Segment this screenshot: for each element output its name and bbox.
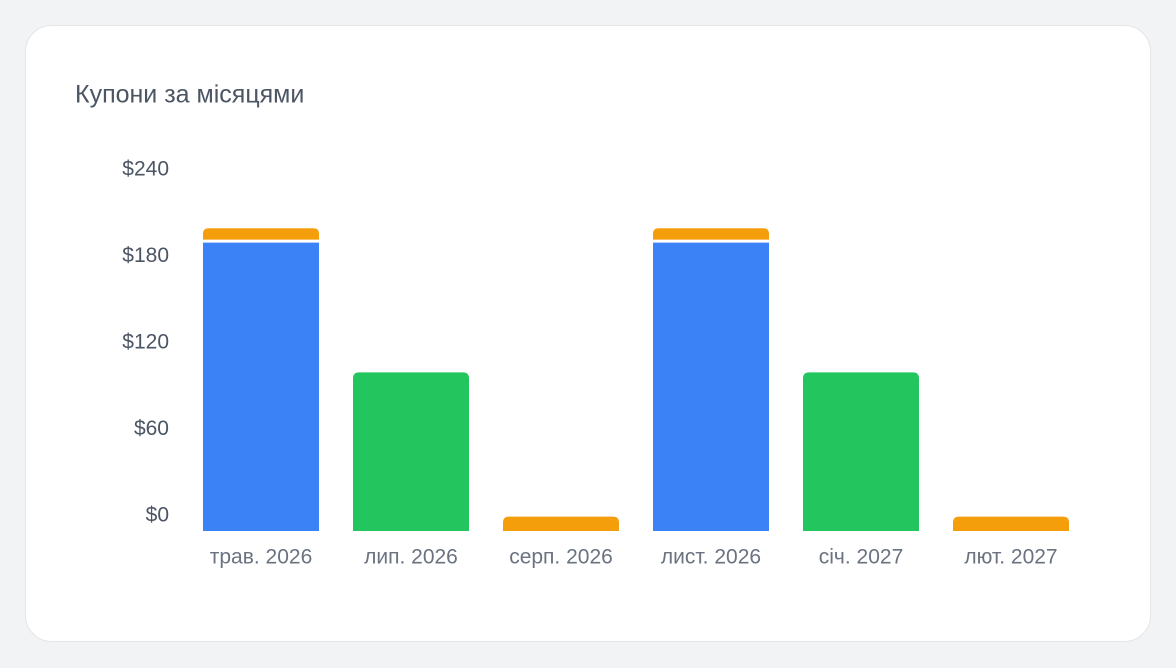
x-tick-label: лют. 2027 [964,546,1057,569]
bar-segment [503,516,619,531]
x-tick-label: січ. 2027 [819,546,904,569]
bar-segment [203,242,319,531]
y-tick-label: $240 [122,158,169,181]
y-tick-label: $60 [134,417,169,440]
bar-segment [953,516,1069,531]
y-tick-label: $120 [122,331,169,354]
y-tick-label: $0 [146,504,169,527]
x-tick-label: лип. 2026 [364,546,458,569]
y-tick-label: $180 [122,244,169,267]
bar-segment [803,372,919,531]
bar-segment [653,242,769,531]
bar-segment [353,372,469,531]
x-tick-label: лист. 2026 [661,546,761,569]
x-tick-label: трав. 2026 [210,546,313,569]
chart-title: Купони за місяцями [75,81,304,109]
bar-segment [653,228,769,240]
bar-segment [203,228,319,240]
x-tick-label: серп. 2026 [509,546,613,569]
